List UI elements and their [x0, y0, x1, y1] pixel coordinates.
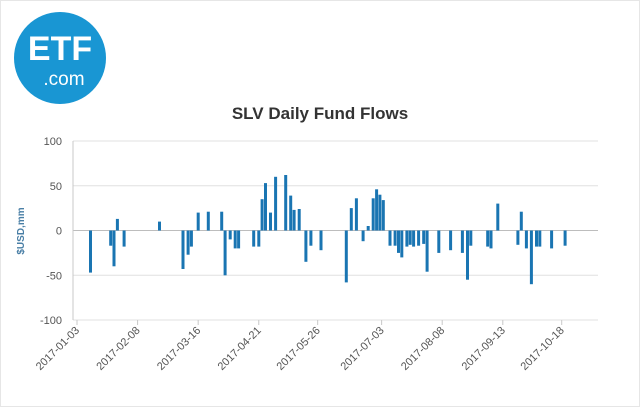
- flow-bar[interactable]: [516, 230, 520, 245]
- flow-bar[interactable]: [233, 230, 237, 249]
- x-tick-label: 2017-10-18: [519, 325, 567, 373]
- flow-bar[interactable]: [408, 230, 412, 245]
- etf-logo-main-text: ETF: [28, 30, 92, 68]
- bar-series: [89, 175, 567, 285]
- flow-bar[interactable]: [112, 230, 116, 267]
- flow-bar[interactable]: [397, 230, 400, 253]
- flow-bar[interactable]: [563, 230, 567, 246]
- flow-bar[interactable]: [344, 230, 348, 283]
- x-tick-label: 2017-02-08: [94, 325, 142, 373]
- chart-title: SLV Daily Fund Flows: [231, 104, 409, 123]
- flow-bar[interactable]: [237, 230, 241, 249]
- flow-bar[interactable]: [189, 230, 193, 247]
- flow-bar[interactable]: [519, 211, 523, 231]
- flow-bar[interactable]: [535, 230, 538, 247]
- flow-bar[interactable]: [264, 183, 267, 231]
- etf-logo-background: [14, 12, 106, 104]
- flow-bar[interactable]: [524, 230, 528, 249]
- flow-bar[interactable]: [297, 209, 301, 231]
- x-tick-label: 2017-09-13: [460, 325, 508, 373]
- flow-bar[interactable]: [460, 230, 464, 253]
- x-tick-label: 2017-07-03: [338, 325, 386, 373]
- flow-bar[interactable]: [466, 230, 469, 280]
- flow-bar[interactable]: [393, 230, 397, 246]
- flow-bar[interactable]: [220, 211, 224, 231]
- flow-bar[interactable]: [284, 175, 288, 231]
- x-tick-label: 2017-01-03: [34, 325, 82, 373]
- flow-bar[interactable]: [349, 208, 353, 231]
- flow-bar[interactable]: [550, 230, 554, 249]
- y-tick-label: 100: [44, 136, 62, 148]
- flow-bar[interactable]: [354, 198, 358, 231]
- x-tick-label: 2017-05-26: [275, 325, 323, 373]
- flow-bar[interactable]: [405, 230, 409, 247]
- y-tick-label: -100: [40, 315, 62, 327]
- gridlines: [73, 140, 598, 321]
- y-tick-label: -50: [46, 270, 62, 282]
- flow-bar[interactable]: [109, 230, 113, 246]
- flow-bar[interactable]: [361, 230, 365, 242]
- flow-bar[interactable]: [186, 230, 190, 255]
- flow-bar[interactable]: [158, 221, 161, 231]
- x-tick-label: 2017-04-21: [216, 325, 264, 373]
- flow-bar[interactable]: [425, 230, 429, 272]
- flow-bar[interactable]: [422, 230, 426, 244]
- flow-bar[interactable]: [412, 230, 416, 247]
- x-tick-label: 2017-08-08: [399, 325, 447, 373]
- flow-bar[interactable]: [489, 230, 493, 249]
- y-tick-label: 50: [50, 181, 62, 193]
- y-tick-label: 0: [56, 226, 62, 238]
- flow-bar[interactable]: [260, 199, 264, 231]
- flow-bar[interactable]: [378, 194, 382, 231]
- etf-logo-circle: ETF .com: [14, 12, 106, 104]
- flow-bar[interactable]: [417, 230, 421, 246]
- flow-bar[interactable]: [269, 212, 272, 231]
- flow-bar[interactable]: [381, 200, 385, 231]
- flow-bar[interactable]: [400, 230, 404, 258]
- etf-logo-sub-text: .com: [43, 69, 84, 90]
- x-tick-label: 2017-03-16: [155, 325, 203, 373]
- flow-bar[interactable]: [89, 230, 92, 273]
- flow-bar[interactable]: [486, 230, 490, 247]
- etf-logo[interactable]: ETF .com: [12, 10, 108, 106]
- flow-bar[interactable]: [496, 203, 500, 231]
- flow-bar[interactable]: [122, 230, 126, 247]
- flow-bar[interactable]: [181, 230, 185, 270]
- flow-bar[interactable]: [274, 176, 278, 231]
- flow-bar[interactable]: [388, 230, 392, 246]
- flow-bar[interactable]: [252, 230, 256, 247]
- flow-bar[interactable]: [228, 230, 232, 240]
- flow-bar[interactable]: [292, 209, 296, 231]
- flow-bar[interactable]: [469, 230, 473, 246]
- flow-bar[interactable]: [304, 230, 308, 262]
- flow-bar[interactable]: [196, 212, 200, 231]
- flow-bar[interactable]: [375, 189, 379, 231]
- flow-bar[interactable]: [115, 218, 119, 231]
- flow-bar[interactable]: [223, 230, 227, 276]
- flow-bar[interactable]: [289, 195, 293, 231]
- flow-bar[interactable]: [449, 230, 453, 251]
- flow-bar[interactable]: [366, 226, 370, 231]
- flow-bar[interactable]: [538, 230, 542, 247]
- flow-bar[interactable]: [206, 211, 210, 231]
- flow-bar[interactable]: [309, 230, 313, 246]
- flow-bar[interactable]: [437, 230, 441, 253]
- flow-bar[interactable]: [371, 198, 375, 231]
- flow-bar[interactable]: [529, 230, 533, 285]
- flow-bar[interactable]: [319, 230, 323, 251]
- y-axis-label: $USD,mm: [16, 207, 27, 254]
- flow-bar[interactable]: [257, 230, 261, 247]
